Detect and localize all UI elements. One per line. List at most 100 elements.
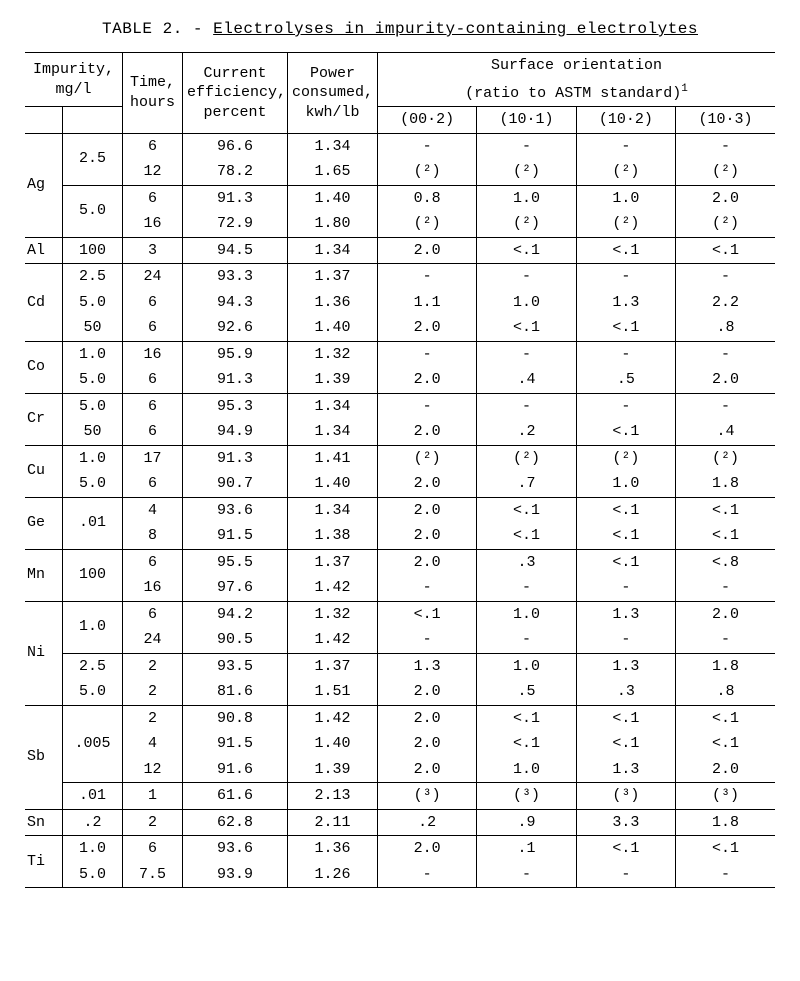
cell-pow: 1.41 — [288, 445, 378, 471]
cell-s1: (²) — [378, 211, 477, 237]
cell-pow: 1.39 — [288, 757, 378, 783]
cell-s3: 1.3 — [576, 601, 675, 627]
cell-element: Cu — [25, 445, 63, 497]
cell-mgl: 50 — [63, 315, 123, 341]
table-row: Ti1.0693.61.362.0.1<.1<.1 — [25, 836, 775, 862]
cell-s1: (²) — [378, 445, 477, 471]
cell-s2: <.1 — [477, 315, 576, 341]
cell-s2: 1.0 — [477, 757, 576, 783]
cell-pow: 2.11 — [288, 809, 378, 836]
cell-s4: - — [676, 627, 775, 653]
cell-eff: 91.5 — [183, 731, 288, 757]
cell-s4: (²) — [676, 445, 775, 471]
cell-eff: 95.3 — [183, 393, 288, 419]
hdr-eff: Current efficiency, percent — [183, 53, 288, 134]
cell-eff: 93.3 — [183, 264, 288, 290]
cell-s4: .8 — [676, 679, 775, 705]
cell-s1: - — [378, 575, 477, 601]
table-row: 1291.61.392.01.01.32.0 — [25, 757, 775, 783]
cell-eff: 95.9 — [183, 341, 288, 367]
cell-s3: 1.0 — [576, 471, 675, 497]
cell-s1: - — [378, 627, 477, 653]
cell-s1: 1.3 — [378, 653, 477, 679]
table-row: 5.0694.31.361.11.01.32.2 — [25, 290, 775, 316]
cell-time: 6 — [123, 419, 183, 445]
cell-element: Cr — [25, 393, 63, 445]
table-row: 5.0281.61.512.0.5.3.8 — [25, 679, 775, 705]
cell-time: 4 — [123, 731, 183, 757]
cell-pow: 1.42 — [288, 705, 378, 731]
cell-eff: 91.3 — [183, 185, 288, 211]
cell-s2: 1.0 — [477, 185, 576, 211]
cell-pow: 1.65 — [288, 159, 378, 185]
cell-pow: 1.36 — [288, 290, 378, 316]
cell-s3: (²) — [576, 159, 675, 185]
hdr-surf-sub: (ratio to ASTM standard)1 — [378, 79, 776, 107]
cell-s4: - — [676, 133, 775, 159]
cell-pow: 1.80 — [288, 211, 378, 237]
table-row: Mn100695.51.372.0.3<.1<.8 — [25, 549, 775, 575]
cell-s3: - — [576, 862, 675, 888]
cell-s2: .5 — [477, 679, 576, 705]
cell-s4: .8 — [676, 315, 775, 341]
cell-s2: - — [477, 133, 576, 159]
cell-s3: <.1 — [576, 419, 675, 445]
hdr-time: Time, hours — [123, 53, 183, 134]
cell-s1: 2.0 — [378, 679, 477, 705]
table-row: 891.51.382.0<.1<.1<.1 — [25, 523, 775, 549]
cell-pow: 1.32 — [288, 341, 378, 367]
cell-eff: 93.9 — [183, 862, 288, 888]
cell-s3: 1.0 — [576, 185, 675, 211]
table-row: Ge.01493.61.342.0<.1<.1<.1 — [25, 497, 775, 523]
cell-mgl: 2.5 — [63, 133, 123, 185]
cell-s4: <.1 — [676, 523, 775, 549]
table-row: 2.5293.51.371.31.01.31.8 — [25, 653, 775, 679]
cell-pow: 1.34 — [288, 497, 378, 523]
cell-s1: 2.0 — [378, 367, 477, 393]
table-row: 50692.61.402.0<.1<.1.8 — [25, 315, 775, 341]
cell-s1: 0.8 — [378, 185, 477, 211]
cell-s2: .4 — [477, 367, 576, 393]
table-row: 1278.21.65(²)(²)(²)(²) — [25, 159, 775, 185]
cell-s4: (²) — [676, 211, 775, 237]
cell-pow: 2.13 — [288, 783, 378, 810]
cell-s2: - — [477, 264, 576, 290]
cell-pow: 1.40 — [288, 315, 378, 341]
cell-element: Ti — [25, 836, 63, 888]
cell-mgl: .2 — [63, 809, 123, 836]
cell-mgl: .01 — [63, 497, 123, 549]
cell-s3: <.1 — [576, 549, 675, 575]
cell-s3: - — [576, 575, 675, 601]
cell-s1: 2.0 — [378, 731, 477, 757]
cell-time: 2 — [123, 679, 183, 705]
cell-eff: 90.5 — [183, 627, 288, 653]
cell-s4: <.1 — [676, 237, 775, 264]
hdr-s3: (10·2) — [576, 107, 675, 134]
cell-s3: (²) — [576, 445, 675, 471]
table-caption: TABLE 2. - Electrolyses in impurity-cont… — [25, 20, 775, 38]
cell-element: Sn — [25, 809, 63, 836]
cell-eff: 94.9 — [183, 419, 288, 445]
cell-eff: 78.2 — [183, 159, 288, 185]
cell-s3: <.1 — [576, 315, 675, 341]
cell-s3: <.1 — [576, 836, 675, 862]
cell-eff: 72.9 — [183, 211, 288, 237]
cell-mgl: 1.0 — [63, 601, 123, 653]
cell-time: 7.5 — [123, 862, 183, 888]
cell-eff: 61.6 — [183, 783, 288, 810]
cell-mgl: 100 — [63, 549, 123, 601]
cell-mgl: .005 — [63, 705, 123, 783]
cell-s4: <.8 — [676, 549, 775, 575]
cell-s2: <.1 — [477, 705, 576, 731]
cell-s1: 2.0 — [378, 705, 477, 731]
cell-eff: 94.5 — [183, 237, 288, 264]
cell-pow: 1.36 — [288, 836, 378, 862]
cell-s4: 1.8 — [676, 653, 775, 679]
hdr-impurity-blank — [25, 107, 63, 134]
cell-time: 6 — [123, 601, 183, 627]
cell-s3: 1.3 — [576, 290, 675, 316]
cell-s2: <.1 — [477, 523, 576, 549]
cell-s1: - — [378, 862, 477, 888]
cell-eff: 62.8 — [183, 809, 288, 836]
cell-eff: 93.6 — [183, 497, 288, 523]
